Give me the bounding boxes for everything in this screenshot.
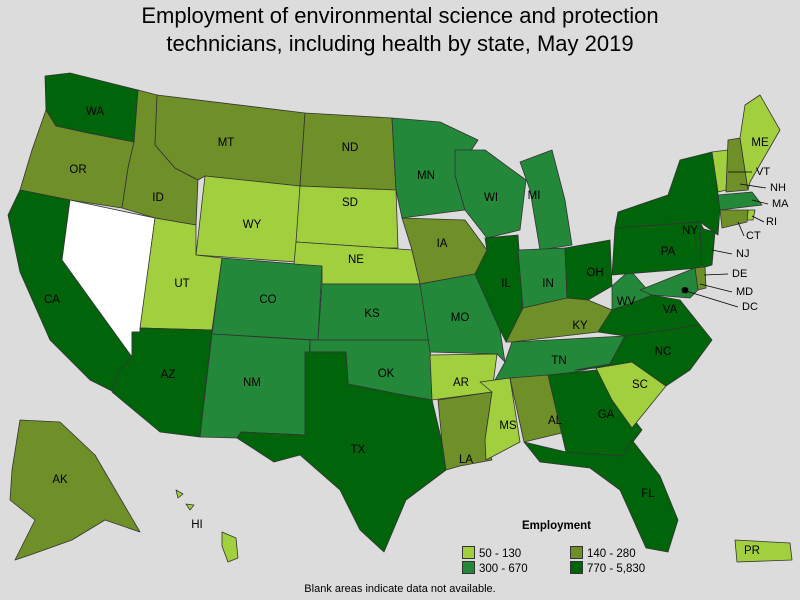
leader-line-de: [703, 273, 729, 276]
state-me: [739, 94, 781, 191]
state-label-ky: KY: [572, 320, 588, 332]
state-ct: [719, 209, 749, 229]
state-label-ks: KS: [364, 308, 380, 320]
state-label-nh: NH: [770, 182, 786, 194]
legend-item-1: 50 - 130: [462, 546, 521, 560]
state-label-ga: GA: [598, 409, 615, 421]
state-label-ut: UT: [174, 278, 189, 290]
state-label-vt: VT: [756, 166, 770, 178]
leader-line-nh: [739, 183, 767, 189]
state-label-sd: SD: [342, 197, 358, 209]
state-ak: [9, 419, 141, 561]
leader-line-md: [699, 283, 733, 293]
state-ny: [614, 151, 721, 236]
state-label-mt: MT: [218, 137, 235, 149]
state-label-ia: IA: [437, 238, 448, 250]
leader-line-ma: [751, 199, 769, 205]
leader-line-ri: [751, 215, 765, 223]
state-ma: [717, 191, 763, 211]
state-label-id: ID: [152, 192, 164, 204]
state-pr: [734, 539, 793, 563]
state-label-ct: CT: [746, 230, 761, 242]
state-label-me: ME: [751, 137, 769, 149]
state-label-nm: NM: [243, 377, 261, 389]
state-nj: [699, 227, 716, 269]
state-label-de: DE: [732, 268, 747, 280]
state-label-la: LA: [459, 454, 473, 466]
state-label-pa: PA: [661, 246, 676, 258]
state-label-co: CO: [259, 294, 276, 306]
footnote: Blank areas indicate data not available.: [304, 583, 496, 595]
state-label-ny: NY: [682, 225, 698, 237]
legend: Employment 50 - 130 140 - 280 300 - 670 …: [462, 520, 682, 576]
state-md: [639, 267, 699, 299]
state-label-nc: NC: [655, 346, 672, 358]
state-label-mn: MN: [417, 170, 435, 182]
state-label-tx: TX: [351, 444, 366, 456]
state-label-il: IL: [501, 278, 511, 290]
state-label-al: AL: [548, 415, 563, 427]
state-label-ne: NE: [348, 254, 364, 266]
state-label-nd: ND: [342, 142, 359, 154]
leader-line-nj: [711, 249, 733, 255]
state-tx: [236, 351, 447, 553]
state-label-az: AZ: [161, 369, 176, 381]
state-label-ca: CA: [44, 294, 60, 306]
state-label-fl: FL: [641, 488, 655, 500]
leader-line-ct: [737, 221, 745, 237]
legend-label-1: 50 - 130: [479, 548, 522, 560]
legend-item-3: 300 - 670: [462, 561, 528, 575]
legend-label-3: 300 - 670: [479, 563, 528, 575]
state-mi: [519, 149, 573, 251]
legend-label-2: 140 - 280: [587, 548, 636, 560]
state-label-ri: RI: [766, 216, 777, 228]
legend-label-4: 770 - 5,830: [587, 563, 646, 575]
state-label-wv: WV: [617, 296, 636, 308]
state-label-in: IN: [542, 278, 554, 290]
state-label-sc: SC: [632, 379, 648, 391]
state-label-ok: OK: [378, 368, 395, 380]
state-label-wy: WY: [243, 219, 262, 231]
dc-marker: [682, 287, 688, 293]
state-oh: [564, 239, 613, 301]
state-ky: [505, 297, 613, 343]
state-label-oh: OH: [586, 267, 603, 279]
state-label-ar: AR: [453, 377, 469, 389]
state-wi: [454, 149, 527, 239]
legend-swatch-1: [462, 546, 475, 559]
state-label-ms: MS: [499, 420, 517, 432]
state-label-nj: NJ: [736, 248, 749, 260]
title-line-1: Employment of environmental science and …: [141, 3, 659, 28]
legend-swatch-2: [570, 546, 583, 559]
state-label-va: VA: [663, 304, 678, 316]
state-label-ak: AK: [52, 474, 68, 486]
state-label-ma: MA: [772, 198, 789, 210]
state-label-wa: WA: [86, 106, 104, 118]
legend-swatch-3: [462, 561, 475, 574]
state-label-md: MD: [736, 286, 753, 298]
state-sd: [295, 185, 399, 249]
legend-item-4: 770 - 5,830: [570, 561, 645, 575]
state-label-wi: WI: [484, 192, 498, 204]
state-label-or: OR: [69, 164, 86, 176]
title-line-2: technicians, including health by state, …: [166, 31, 634, 56]
legend-item-2: 140 - 280: [570, 546, 636, 560]
state-label-pr: PR: [744, 545, 760, 557]
state-hi: [175, 489, 239, 563]
state-label-hi: HI: [191, 519, 203, 531]
state-fl: [523, 439, 679, 553]
state-label-mi: MI: [528, 190, 541, 202]
map-title: Employment of environmental science and …: [0, 2, 800, 58]
state-label-tn: TN: [551, 355, 566, 367]
state-nc: [574, 324, 713, 387]
legend-swatch-4: [570, 561, 583, 574]
legend-title: Employment: [522, 520, 592, 532]
state-label-mo: MO: [451, 312, 470, 324]
state-label-dc: DC: [742, 301, 758, 313]
leader-line-dc: [685, 290, 739, 308]
state-il: [474, 234, 524, 343]
